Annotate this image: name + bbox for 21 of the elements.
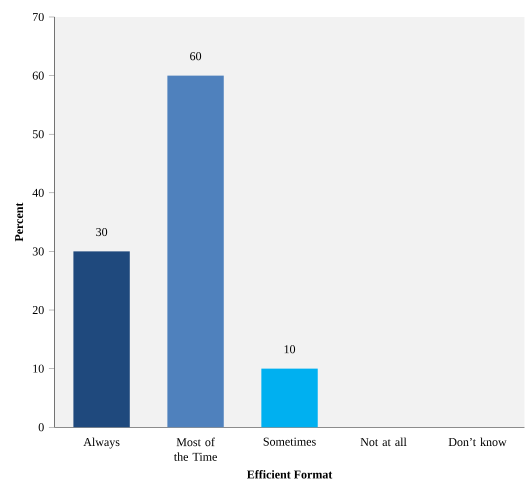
y-tick-label: 70 (33, 13, 44, 22)
x-tick-label: Most of the Time (174, 438, 217, 462)
y-tick-label: 10 (33, 364, 44, 373)
x-axis-title: Efficient Format (246, 470, 332, 479)
y-tick-label: 0 (38, 423, 44, 432)
y-axis-title: Percent (15, 202, 24, 242)
bar (167, 76, 224, 428)
y-tick-label: 20 (32, 306, 44, 314)
y-tick-label: 30 (32, 248, 44, 256)
bar (261, 368, 318, 428)
y-tick-label: 40 (32, 189, 44, 198)
x-tick-label: Not at all (360, 438, 407, 446)
x-tick-label: Don’t know (448, 438, 507, 446)
x-tick-label: Sometimes (264, 438, 316, 446)
x-tick-label: Always (83, 438, 120, 449)
y-tick-label: 60 (32, 72, 44, 80)
data-label: 30 (96, 228, 108, 236)
y-tick-label: 50 (32, 130, 44, 139)
data-label: 60 (190, 52, 202, 60)
bar (73, 252, 130, 428)
data-label: 10 (284, 345, 296, 354)
